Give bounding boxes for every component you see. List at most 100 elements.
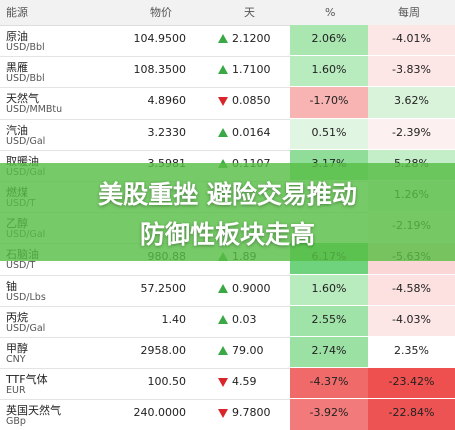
pct-cell <box>290 87 368 118</box>
weekly-cell <box>368 337 455 368</box>
change: 0.9000 <box>232 281 271 295</box>
pct: 2.55% <box>311 312 347 326</box>
arrow <box>218 314 228 324</box>
unit: USD/T <box>6 260 36 272</box>
weekly-cell <box>368 305 455 336</box>
pct: 1.60% <box>311 63 347 77</box>
header-cell: 每周 <box>398 6 420 19</box>
name: 原油 <box>6 30 28 43</box>
row <box>0 368 455 401</box>
name: TTF气体 <box>6 373 48 387</box>
name: 汽油 <box>6 123 28 137</box>
name: 天然气 <box>6 92 39 106</box>
weekly-cell <box>368 274 455 305</box>
price: 100.50 <box>147 375 187 389</box>
banner-line: 防御性板块走高 <box>139 220 315 249</box>
name: 铀 <box>6 279 17 293</box>
name: 甲醇 <box>6 342 28 355</box>
name: 黑雁 <box>6 61 28 75</box>
unit: USD/Gal <box>6 322 46 334</box>
unit: USD/Gal <box>6 135 46 147</box>
unit: USD/Bbl <box>6 73 45 85</box>
banner: 美股重挫 避险交易推动 防御性板块走高 <box>0 163 455 261</box>
unit: EUR <box>6 385 26 397</box>
weekly: -23.42% <box>388 375 435 389</box>
change: 2.1200 <box>232 32 271 45</box>
arrow <box>218 65 228 75</box>
arrow <box>218 346 228 355</box>
weekly: -3.83% <box>392 63 431 77</box>
pct-cell <box>290 56 368 87</box>
weekly-cell <box>368 25 455 56</box>
arrow <box>218 34 228 43</box>
header-cell: 能源 <box>6 6 28 19</box>
arrow <box>218 409 228 419</box>
name: 英国天然气 <box>6 404 61 418</box>
row <box>0 243 455 276</box>
arrow <box>218 127 228 137</box>
arrow <box>218 283 228 293</box>
price: 4.8960 <box>147 94 187 108</box>
pct: 1.60% <box>311 281 347 295</box>
change: 0.0850 <box>232 94 271 108</box>
change: 79.00 <box>232 344 264 357</box>
header-cell: 天 <box>244 6 255 19</box>
pct: 0.51% <box>311 125 347 139</box>
change: 0.0164 <box>232 125 271 139</box>
weekly-cell <box>368 399 455 430</box>
price: 3.2330 <box>147 125 187 139</box>
weekly-cell <box>368 118 455 149</box>
arrow <box>218 97 228 107</box>
pct-cell <box>290 274 368 305</box>
weekly: -4.03% <box>392 312 431 326</box>
price: 104.9500 <box>133 32 187 45</box>
price: 1.40 <box>161 312 187 326</box>
weekly: -4.58% <box>392 281 431 295</box>
row <box>0 56 455 89</box>
price: 57.2500 <box>140 281 187 295</box>
price: 108.3500 <box>133 63 187 77</box>
change: 0.03 <box>232 312 257 326</box>
name: 丙烷 <box>6 310 28 324</box>
weekly-cell <box>368 56 455 87</box>
pct: -1.70% <box>309 94 349 108</box>
change: 9.7800 <box>232 406 271 420</box>
row <box>0 119 455 151</box>
change: 1.7100 <box>232 63 271 77</box>
pct: 2.74% <box>311 344 347 357</box>
row <box>0 275 455 307</box>
weekly: 2.35% <box>394 344 429 357</box>
pct-cell <box>290 25 368 56</box>
unit: GBp <box>6 416 26 428</box>
row <box>0 306 455 338</box>
arrow <box>218 378 228 388</box>
unit: USD/Lbs <box>6 291 46 303</box>
row <box>0 25 455 58</box>
weekly: -22.84% <box>388 406 435 420</box>
unit: CNY <box>6 354 26 365</box>
banner-line: 美股重挫 避险交易推动 <box>98 180 357 209</box>
weekly-cell <box>368 87 455 118</box>
row <box>0 337 455 370</box>
weekly: 3.62% <box>394 94 429 108</box>
header-cell: 物价 <box>150 6 172 19</box>
weekly: -4.01% <box>392 32 431 45</box>
pct-cell <box>290 399 368 430</box>
unit: USD/MMBtu <box>6 104 63 116</box>
row <box>0 87 455 120</box>
weekly: -2.39% <box>392 125 431 139</box>
pct-cell <box>290 368 368 399</box>
price: 2958.00 <box>140 344 187 357</box>
pct: -4.37% <box>309 375 349 389</box>
unit: USD/Bbl <box>6 42 45 53</box>
header-bar <box>0 0 455 26</box>
pct-cell <box>290 337 368 368</box>
change: 4.59 <box>232 375 257 389</box>
header-cell: % <box>325 6 336 19</box>
price: 240.0000 <box>133 406 187 420</box>
pct: 2.06% <box>311 32 347 45</box>
weekly-cell <box>368 368 455 399</box>
pct-cell <box>290 305 368 336</box>
pct: -3.92% <box>309 406 349 420</box>
